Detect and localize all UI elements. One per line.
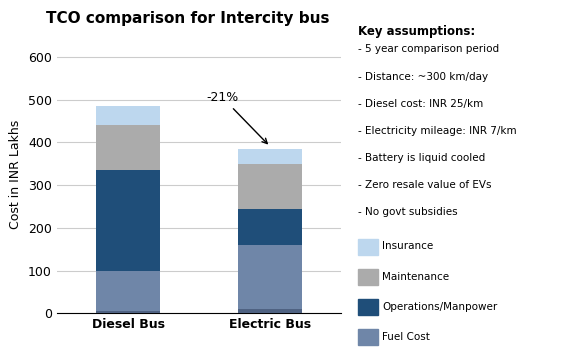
Bar xyxy=(238,309,302,313)
Y-axis label: Cost in INR Lakhs: Cost in INR Lakhs xyxy=(10,120,23,229)
Text: - Battery is liquid cooled: - Battery is liquid cooled xyxy=(358,153,486,163)
Text: Maintenance: Maintenance xyxy=(382,272,450,282)
Bar xyxy=(238,149,302,164)
Text: Key assumptions:: Key assumptions: xyxy=(358,25,476,38)
Bar xyxy=(96,106,160,125)
Text: - Diesel cost: INR 25/km: - Diesel cost: INR 25/km xyxy=(358,99,484,109)
Text: -21%: -21% xyxy=(206,91,267,143)
Text: - Distance: ~300 km/day: - Distance: ~300 km/day xyxy=(358,72,489,82)
Bar xyxy=(96,311,160,313)
Text: Insurance: Insurance xyxy=(382,241,434,251)
Bar xyxy=(238,164,302,209)
Text: - Zero resale value of EVs: - Zero resale value of EVs xyxy=(358,180,492,190)
Text: Operations/Manpower: Operations/Manpower xyxy=(382,302,498,312)
Text: - Electricity mileage: INR 7/km: - Electricity mileage: INR 7/km xyxy=(358,126,517,136)
Bar xyxy=(238,245,302,309)
Text: Fuel Cost: Fuel Cost xyxy=(382,332,430,342)
Bar xyxy=(238,209,302,245)
Bar xyxy=(96,125,160,170)
Text: - No govt subsidies: - No govt subsidies xyxy=(358,207,458,217)
Bar xyxy=(96,170,160,271)
Bar xyxy=(96,271,160,311)
Text: TCO comparison for Intercity bus: TCO comparison for Intercity bus xyxy=(46,11,329,26)
Text: - 5 year comparison period: - 5 year comparison period xyxy=(358,44,500,54)
